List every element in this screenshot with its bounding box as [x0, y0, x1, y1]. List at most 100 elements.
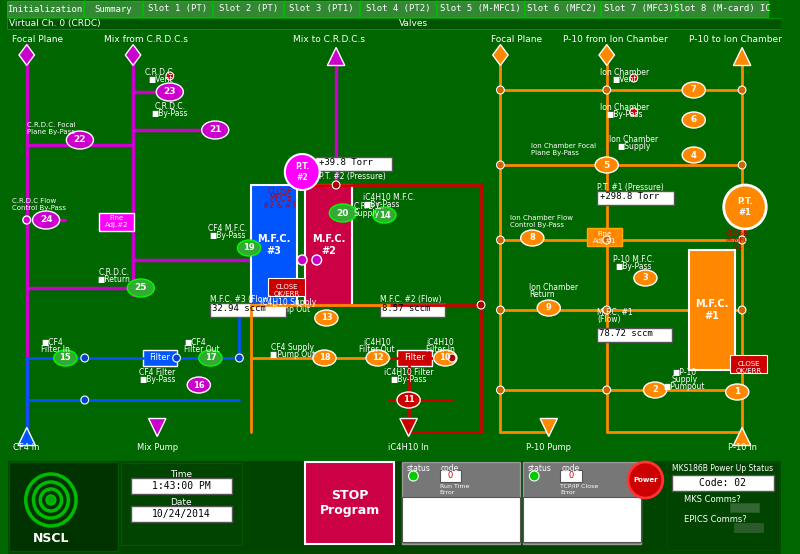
Text: 12: 12	[372, 353, 383, 362]
Text: M.F.C.
#2: M.F.C. #2	[312, 234, 345, 256]
Circle shape	[497, 86, 504, 94]
Text: 19: 19	[243, 244, 255, 253]
Text: 13: 13	[321, 314, 332, 322]
FancyBboxPatch shape	[122, 463, 242, 545]
Text: C.R.D.C. Focal: C.R.D.C. Focal	[26, 122, 75, 128]
Text: M.F.C.
#1: M.F.C. #1	[695, 299, 729, 321]
Ellipse shape	[330, 204, 356, 222]
Text: Code: 02: Code: 02	[699, 478, 746, 488]
Text: Ion Chamber: Ion Chamber	[610, 135, 658, 144]
FancyBboxPatch shape	[10, 462, 118, 551]
Ellipse shape	[682, 112, 706, 128]
FancyBboxPatch shape	[7, 18, 781, 29]
Text: 7: 7	[691, 85, 697, 95]
FancyBboxPatch shape	[251, 185, 298, 305]
Text: 10: 10	[439, 353, 451, 362]
Circle shape	[81, 354, 89, 362]
Text: iC4H10 Supply: iC4H10 Supply	[260, 298, 316, 307]
Text: Filter In: Filter In	[426, 345, 455, 354]
FancyBboxPatch shape	[734, 523, 763, 532]
Text: ■By-Pass: ■By-Pass	[151, 109, 188, 118]
Text: CLOSE: CLOSE	[738, 361, 760, 367]
Text: M.F.C. #1: M.F.C. #1	[597, 308, 633, 317]
Text: M-MFC: M-MFC	[726, 237, 749, 243]
FancyBboxPatch shape	[284, 1, 359, 17]
Text: MFC's: MFC's	[269, 194, 291, 203]
Text: 24: 24	[40, 216, 52, 224]
Text: Slot 3 (PT1): Slot 3 (PT1)	[290, 4, 354, 13]
Text: Supply: Supply	[354, 209, 379, 218]
Polygon shape	[126, 45, 141, 65]
Text: MKS186B Power Up Status: MKS186B Power Up Status	[672, 464, 774, 473]
Text: P-10 In: P-10 In	[727, 443, 757, 452]
FancyBboxPatch shape	[402, 462, 520, 544]
FancyBboxPatch shape	[99, 213, 134, 231]
FancyBboxPatch shape	[210, 303, 286, 317]
Circle shape	[497, 161, 504, 169]
Ellipse shape	[726, 384, 749, 400]
FancyBboxPatch shape	[131, 506, 232, 522]
Text: Mix from C.R.D.C.s: Mix from C.R.D.C.s	[104, 35, 188, 44]
Text: C.R.D.C Flow: C.R.D.C Flow	[12, 198, 57, 204]
Text: Mix to C.R.D.C.s: Mix to C.R.D.C.s	[293, 35, 365, 44]
Circle shape	[478, 301, 485, 309]
Ellipse shape	[127, 279, 154, 297]
Text: STOP
Program: STOP Program	[319, 489, 380, 517]
Text: Supply: Supply	[671, 375, 697, 384]
Ellipse shape	[373, 207, 396, 223]
Circle shape	[738, 236, 746, 244]
FancyBboxPatch shape	[315, 157, 392, 171]
FancyBboxPatch shape	[601, 1, 676, 17]
FancyBboxPatch shape	[305, 462, 394, 544]
Text: 20: 20	[337, 208, 349, 218]
Circle shape	[724, 185, 766, 229]
Circle shape	[530, 471, 539, 481]
Text: Virtual Ch. 0 (CRDC): Virtual Ch. 0 (CRDC)	[10, 19, 101, 28]
Text: 11: 11	[402, 396, 414, 404]
Text: ■By-Pass: ■By-Pass	[210, 231, 246, 240]
Text: Plane By-Pass: Plane By-Pass	[26, 129, 74, 135]
Text: C.R.D.C.: C.R.D.C.	[354, 202, 385, 211]
Ellipse shape	[156, 83, 183, 101]
Text: ■By-Pass: ■By-Pass	[390, 375, 427, 384]
Ellipse shape	[366, 350, 390, 366]
Polygon shape	[599, 45, 614, 65]
Ellipse shape	[397, 392, 420, 408]
Text: Filter Out: Filter Out	[359, 345, 394, 354]
Text: ■By-Pass: ■By-Pass	[139, 375, 175, 384]
Text: ■Pumpout: ■Pumpout	[663, 382, 705, 391]
Circle shape	[738, 161, 746, 169]
Circle shape	[603, 86, 610, 94]
Text: ■CF4: ■CF4	[184, 338, 206, 347]
Text: 0: 0	[447, 471, 453, 480]
Text: Filter In: Filter In	[42, 345, 70, 354]
Text: +298.8 Torr: +298.8 Torr	[600, 192, 659, 201]
Text: OK/ERR: OK/ERR	[736, 368, 762, 374]
Text: P.T.
#1: P.T. #1	[737, 197, 753, 217]
Text: 10/24/2014: 10/24/2014	[152, 509, 210, 519]
FancyBboxPatch shape	[689, 250, 735, 370]
Circle shape	[738, 386, 746, 394]
Text: 9: 9	[546, 304, 552, 312]
Text: P-10 from Ion Chamber: P-10 from Ion Chamber	[563, 35, 668, 44]
Text: Slot 1 (PT): Slot 1 (PT)	[148, 4, 207, 13]
Text: Slot 5 (M-MFC1): Slot 5 (M-MFC1)	[440, 4, 521, 13]
Text: Ion Chamber Focal: Ion Chamber Focal	[531, 143, 597, 149]
Ellipse shape	[33, 211, 60, 229]
Text: Fine
Adj.#2: Fine Adj.#2	[105, 216, 128, 228]
Text: status: status	[527, 464, 551, 473]
Circle shape	[497, 306, 504, 314]
Text: 23: 23	[163, 88, 176, 96]
Text: 15: 15	[59, 353, 71, 362]
Text: CF4 M.F.C.: CF4 M.F.C.	[208, 224, 247, 233]
Text: ■Pump Out: ■Pump Out	[265, 305, 310, 314]
FancyBboxPatch shape	[305, 185, 351, 305]
Text: CF4 Filter: CF4 Filter	[139, 368, 175, 377]
Text: P-10 to Ion Chamber: P-10 to Ion Chamber	[689, 35, 782, 44]
Circle shape	[48, 497, 54, 503]
Text: 16: 16	[193, 381, 205, 389]
Ellipse shape	[643, 382, 666, 398]
Circle shape	[34, 482, 68, 518]
FancyBboxPatch shape	[439, 470, 461, 482]
Text: ■Vent: ■Vent	[612, 75, 636, 84]
